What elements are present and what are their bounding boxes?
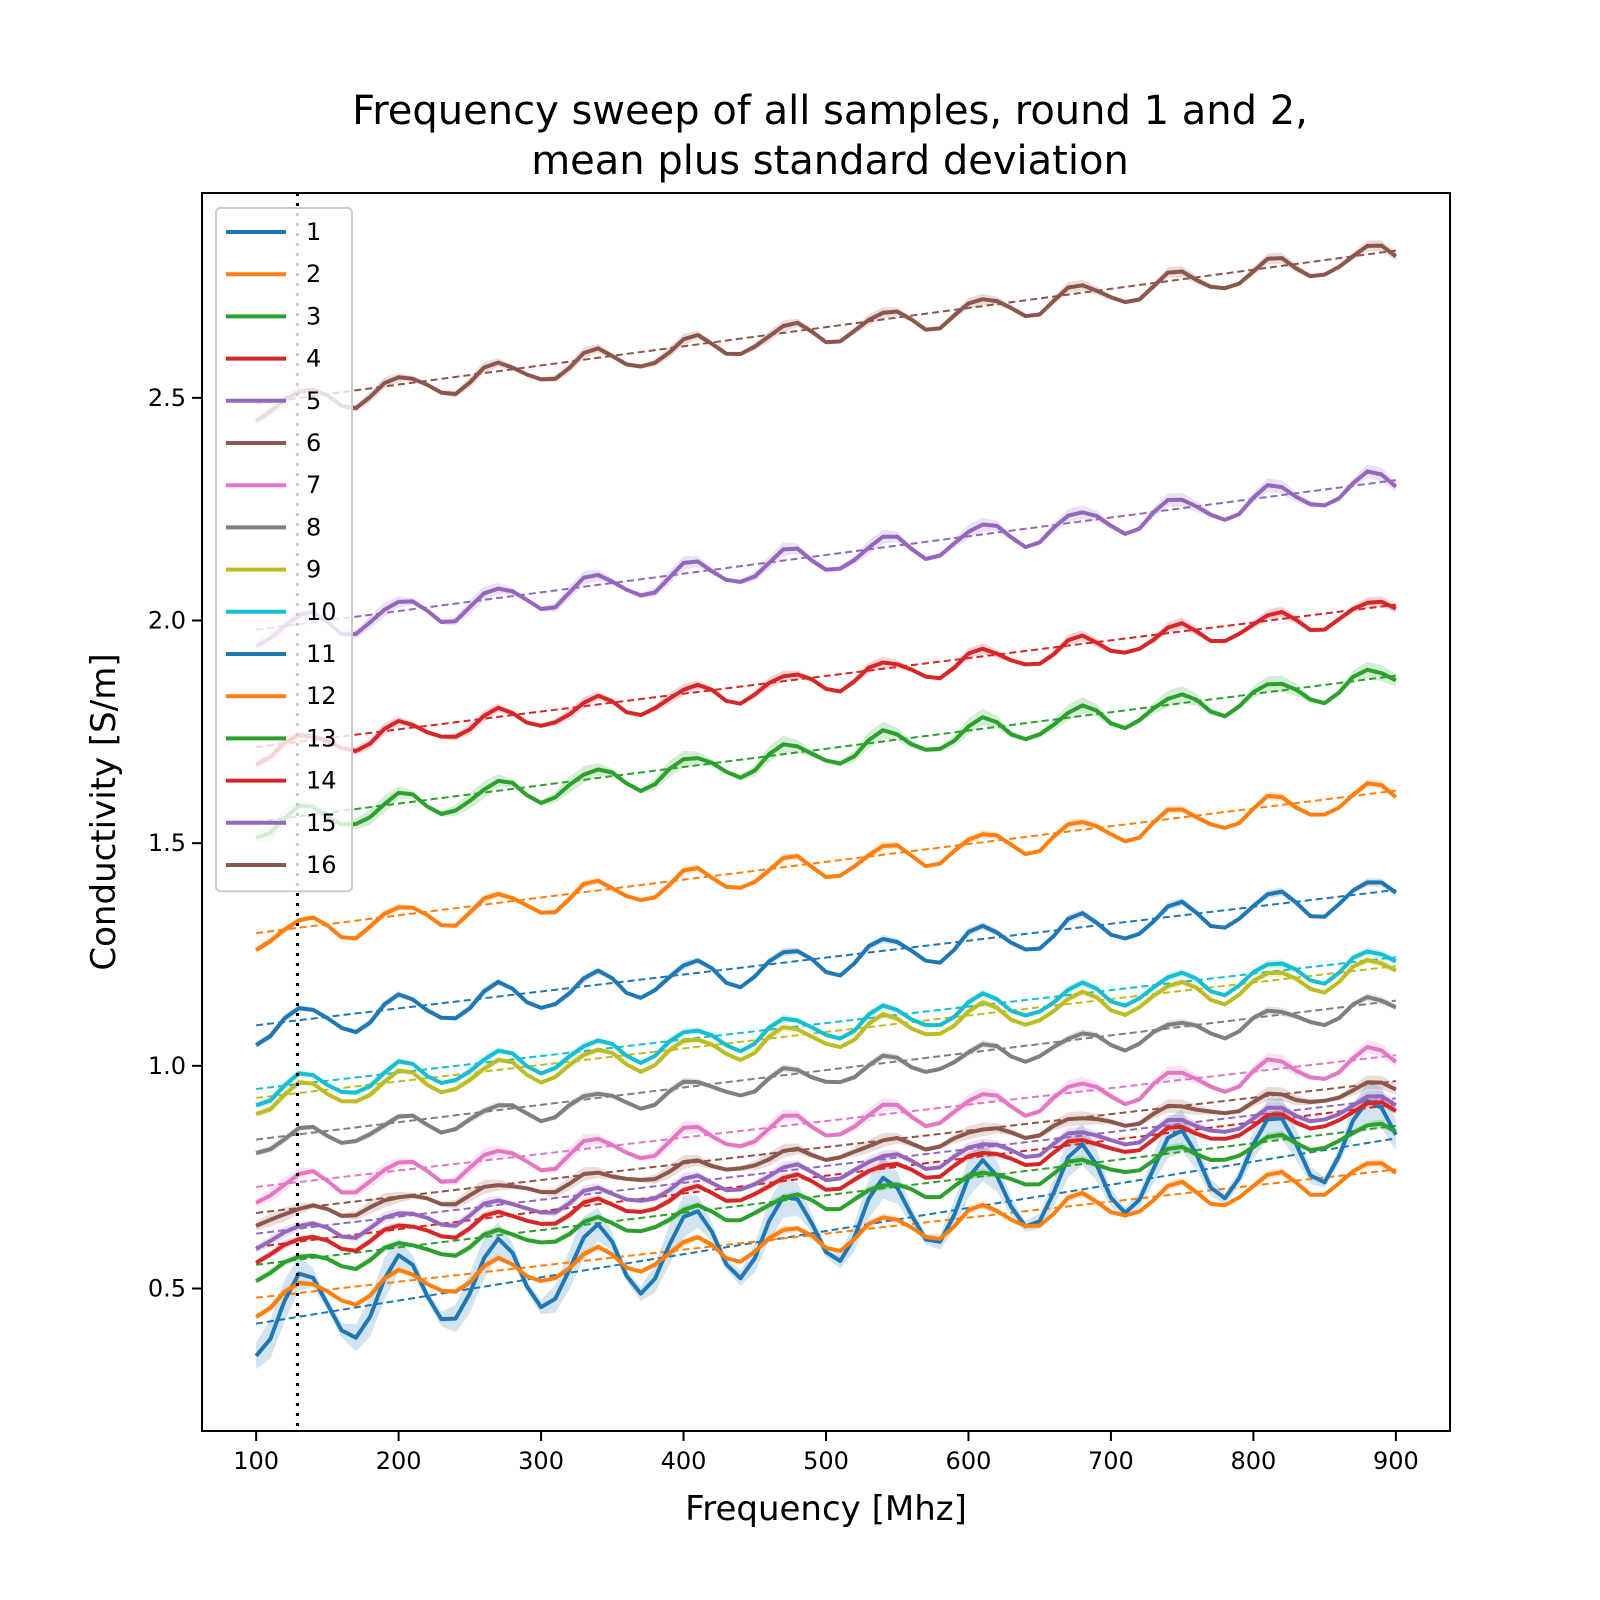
series-line-8: [255, 995, 1397, 1156]
y-axis: 0.5 1.0 1.5 2.0 2.5: [148, 384, 202, 1302]
legend-item-15: 15: [226, 809, 337, 837]
trend-line-16: [256, 249, 1396, 405]
x-tick-label-700: 700: [1088, 1447, 1134, 1475]
legend-item-7: 7: [226, 471, 321, 499]
series-line-15: [255, 469, 1398, 649]
legend-item-5: 5: [226, 387, 321, 415]
legend-label-6: 6: [306, 429, 321, 457]
chart-title: Frequency sweep of all samples, round 1 …: [352, 88, 1308, 184]
legend-item-10: 10: [226, 598, 337, 626]
legend-label-3: 3: [306, 302, 321, 330]
x-tick-label-500: 500: [803, 1447, 849, 1475]
legend-item-4: 4: [226, 345, 321, 373]
series-line-4: [255, 1100, 1397, 1265]
trend-line-2: [256, 1168, 1396, 1299]
series-line-16: [254, 243, 1398, 423]
series-line-14: [255, 599, 1397, 767]
std-band-15: [256, 464, 1396, 651]
legend-label-14: 14: [306, 767, 337, 795]
y-tick-label-0.5: 0.5: [148, 1274, 186, 1302]
legend-label-5: 5: [306, 387, 321, 415]
legend-item-2: 2: [226, 260, 321, 288]
legend-item-14: 14: [226, 767, 337, 795]
trend-lines: [255, 249, 1397, 1325]
x-axis: 100 200 300 400 500 600 700 800 900: [233, 1431, 1419, 1475]
chart-title-line-1: Frequency sweep of all samples, round 1 …: [352, 88, 1308, 134]
legend-item-3: 3: [226, 302, 321, 330]
legend-label-16: 16: [306, 851, 337, 879]
trend-line-9: [256, 965, 1396, 1099]
legend-label-7: 7: [306, 471, 321, 499]
legend-item-12: 12: [226, 682, 337, 710]
x-tick-label-200: 200: [376, 1447, 422, 1475]
std-band-11: [256, 878, 1396, 1048]
legend-label-13: 13: [306, 724, 337, 752]
legend-label-15: 15: [306, 809, 337, 837]
x-tick-label-300: 300: [518, 1447, 564, 1475]
trend-line-11: [256, 888, 1396, 1027]
trend-line-7: [256, 1054, 1396, 1188]
trend-line-12: [256, 789, 1396, 935]
legend-label-10: 10: [306, 598, 337, 626]
trend-line-5: [256, 1097, 1396, 1235]
series-line-5: [255, 1094, 1397, 1251]
y-axis-label: Conductivity [S/m]: [84, 653, 124, 970]
legend-item-13: 13: [226, 724, 337, 752]
legend-item-8: 8: [226, 513, 321, 541]
legend-label-9: 9: [306, 556, 321, 584]
trend-line-15: [256, 479, 1396, 631]
trend-line-10: [256, 956, 1396, 1090]
x-tick-label-900: 900: [1373, 1447, 1419, 1475]
legend-label-12: 12: [306, 682, 337, 710]
legend-item-9: 9: [226, 556, 321, 584]
x-tick-label-400: 400: [661, 1447, 707, 1475]
trend-line-3: [256, 1124, 1396, 1266]
series-line-2: [255, 1161, 1398, 1319]
trend-line-13: [256, 674, 1396, 823]
std-band-2: [256, 1159, 1396, 1320]
std-band-7: [256, 1040, 1396, 1208]
x-tick-label-600: 600: [946, 1447, 992, 1475]
series-line-9: [255, 958, 1397, 1116]
y-tick-label-2: 2.0: [148, 607, 186, 635]
series-line-13: [255, 667, 1397, 840]
trend-line-6: [256, 1080, 1396, 1214]
legend-label-11: 11: [306, 640, 337, 668]
series-line-1: [254, 1099, 1398, 1358]
y-tick-label-1: 1.0: [148, 1052, 186, 1080]
series-line-12: [255, 781, 1398, 952]
y-tick-label-2.5: 2.5: [148, 384, 186, 412]
x-tick-label-800: 800: [1230, 1447, 1276, 1475]
std-band-13: [256, 661, 1396, 843]
trend-line-8: [256, 999, 1396, 1141]
series-lines: [254, 243, 1398, 1358]
x-axis-label: Frequency [Mhz]: [685, 1489, 967, 1529]
series-line-3: [255, 1121, 1397, 1283]
legend-item-11: 11: [226, 640, 337, 668]
plot-area: [254, 240, 1398, 1370]
trend-line-14: [256, 603, 1396, 749]
y-tick-label-1.5: 1.5: [148, 829, 186, 857]
legend-box: [215, 207, 353, 893]
series-line-6: [255, 1080, 1397, 1228]
std-band-8: [256, 992, 1396, 1156]
x-tick-label-100: 100: [233, 1447, 279, 1475]
series-line-10: [255, 949, 1397, 1108]
legend-item-6: 6: [226, 429, 321, 457]
legend-label-1: 1: [306, 218, 321, 246]
legend-label-4: 4: [306, 345, 321, 373]
chart-title-line-2: mean plus standard deviation: [531, 138, 1129, 184]
series-line-11: [255, 880, 1398, 1047]
legend-label-2: 2: [306, 260, 321, 288]
legend-item-16: 16: [226, 851, 337, 879]
series-line-7: [255, 1045, 1398, 1205]
legend-item-1: 1: [226, 218, 321, 246]
legend-label-8: 8: [306, 513, 321, 541]
